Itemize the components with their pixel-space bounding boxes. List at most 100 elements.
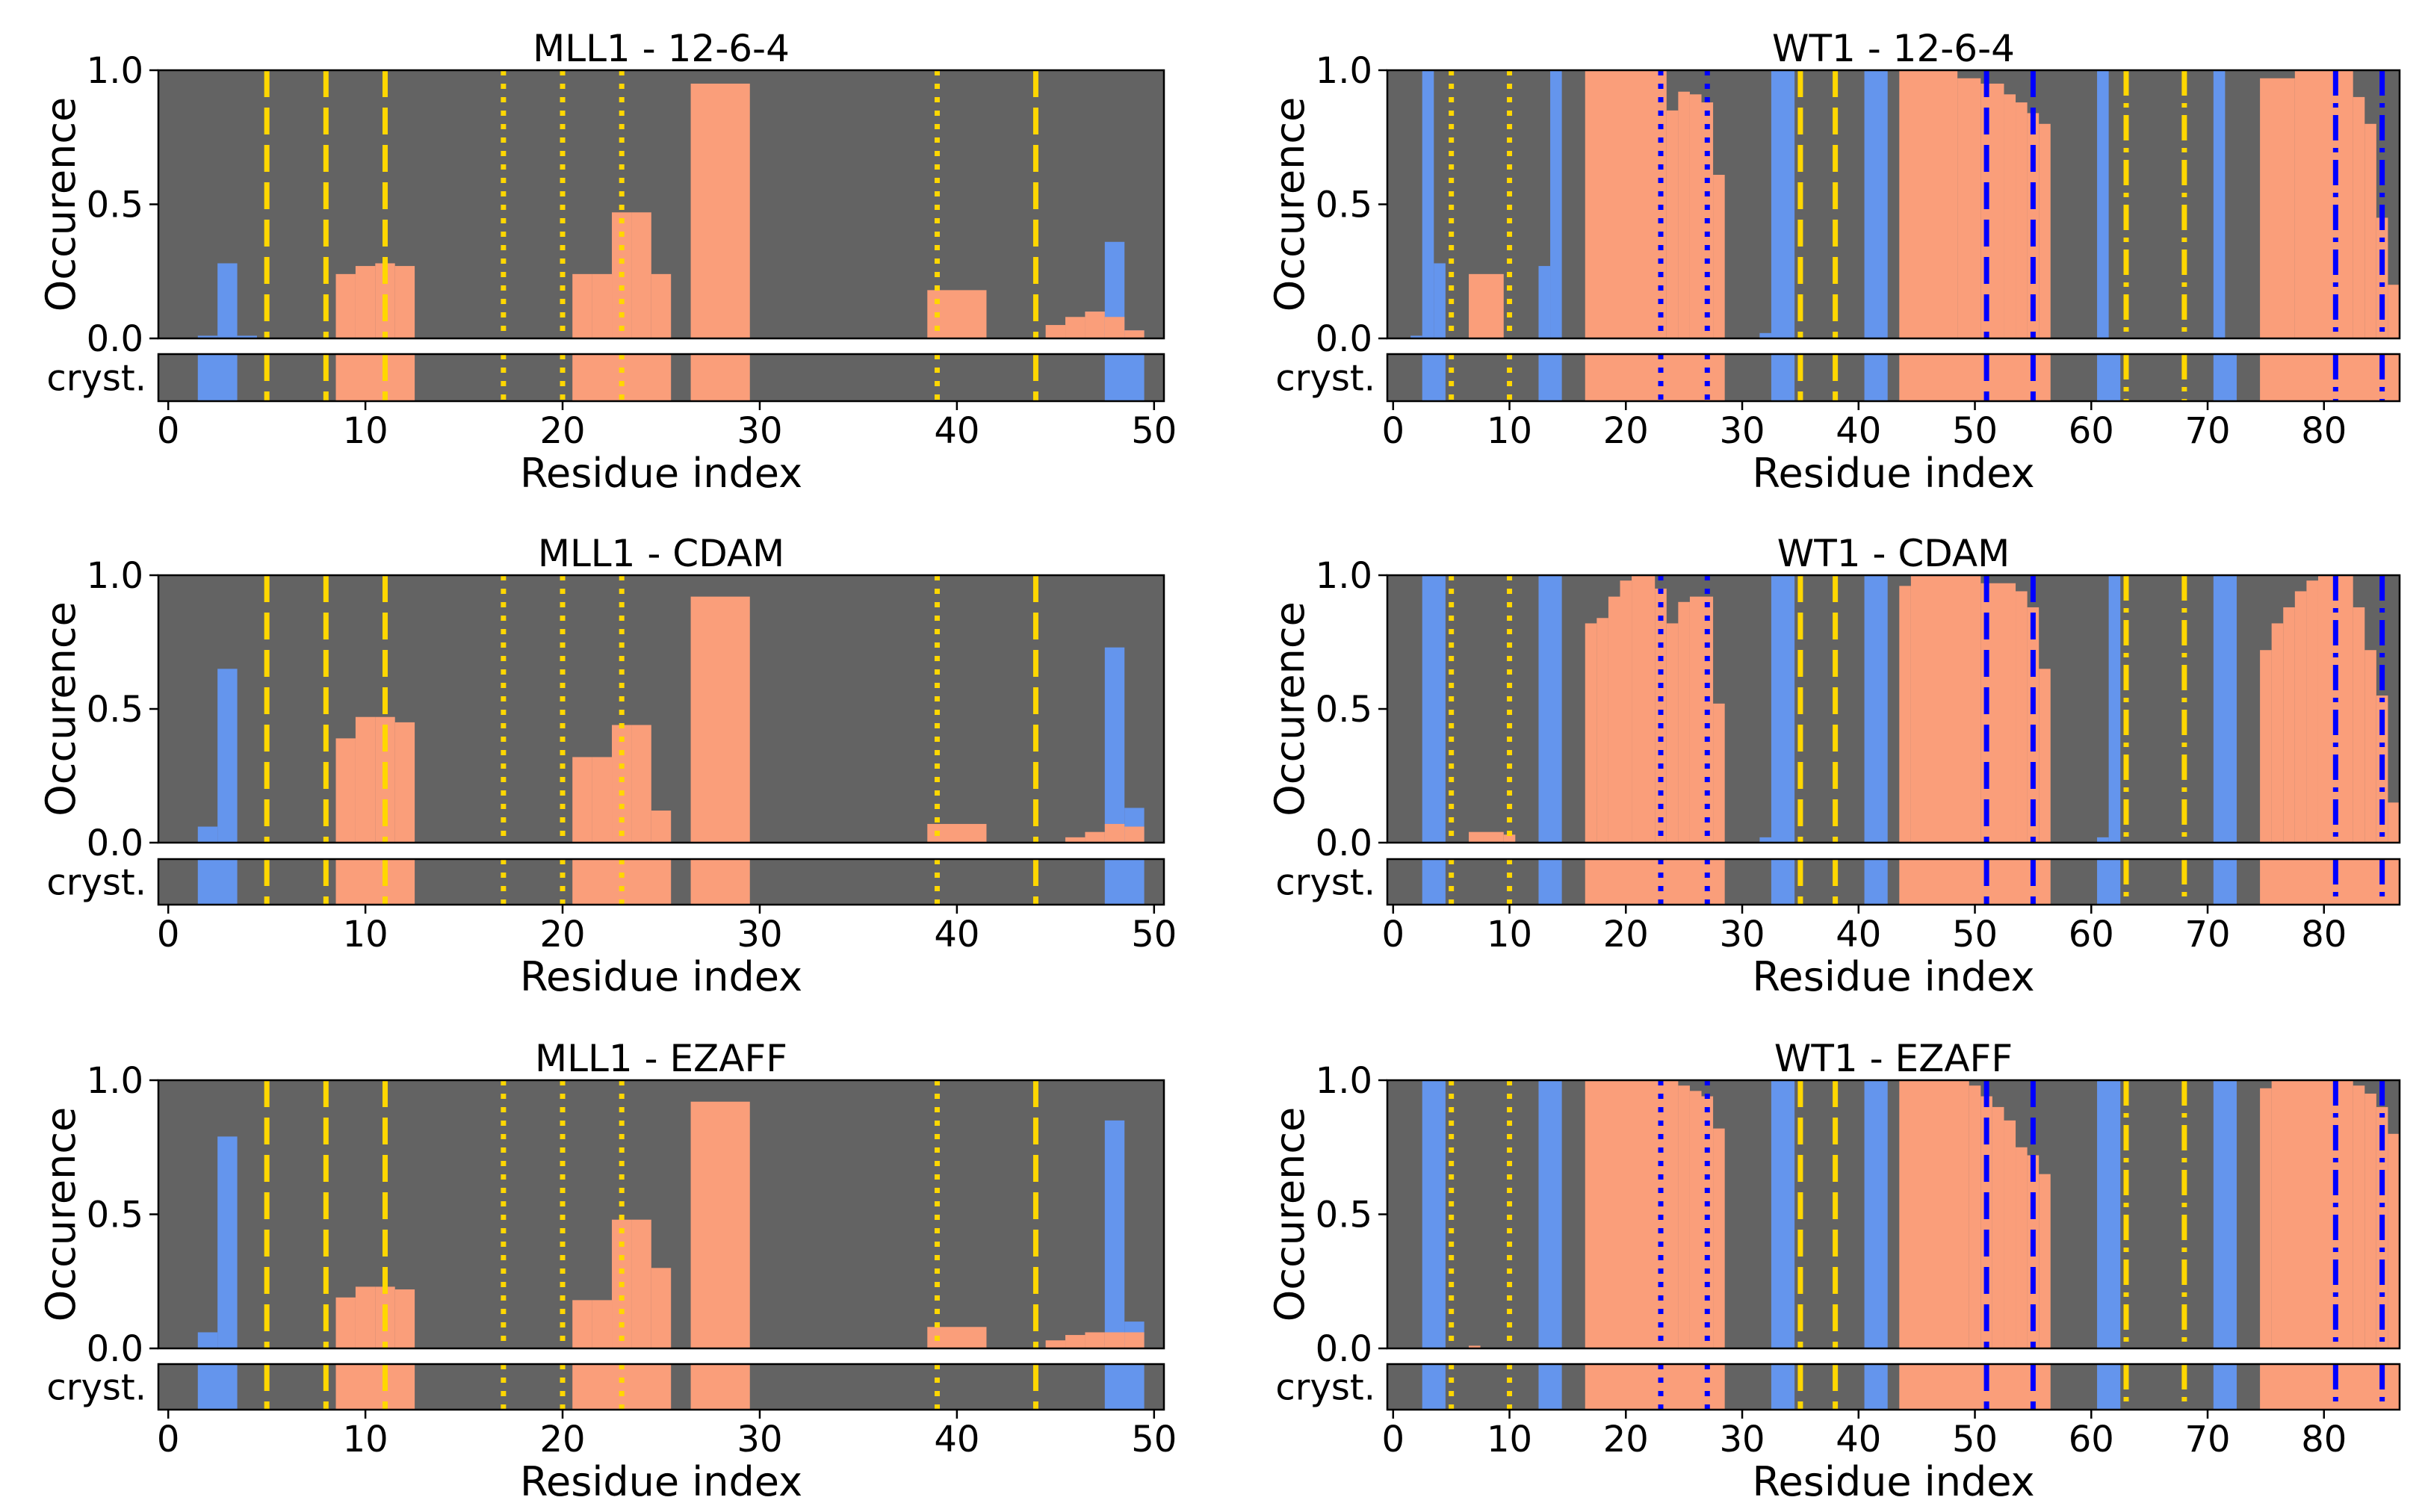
cryst-segment xyxy=(1864,859,1888,905)
helix-bar xyxy=(2260,650,2272,843)
helix-bar xyxy=(355,1286,376,1348)
cryst-frame xyxy=(1386,858,2401,906)
x-tick-label: 0 xyxy=(157,1419,180,1460)
x-tick-label: 60 xyxy=(2069,1419,2114,1460)
cryst-segment xyxy=(572,859,672,905)
x-axis-label: Residue index xyxy=(520,1458,802,1505)
helix-bar xyxy=(1085,312,1105,338)
y-tick-label: 1.0 xyxy=(87,555,143,597)
strand-bar xyxy=(1864,575,1888,843)
x-tick-label: 30 xyxy=(1719,410,1765,452)
helix-bar xyxy=(612,725,632,843)
chart-title: MLL1 - CDAM xyxy=(538,532,784,575)
x-tick-label: 50 xyxy=(1131,1419,1177,1460)
strand-bar xyxy=(1104,647,1125,843)
helix-bar xyxy=(2388,1133,2400,1348)
cryst-segment xyxy=(2097,1364,2121,1410)
x-tick-label: 40 xyxy=(934,1419,979,1460)
helix-bar xyxy=(1701,1096,1714,1348)
helix-bar xyxy=(1666,110,1679,338)
x-tick-label: 50 xyxy=(1952,410,1998,452)
strand-bar xyxy=(1864,70,1888,338)
x-tick-label: 10 xyxy=(1487,1419,1532,1460)
cryst-segment xyxy=(2260,859,2400,905)
helix-bar xyxy=(572,757,592,843)
helix-bar xyxy=(355,716,376,843)
helix-bar xyxy=(2388,802,2400,843)
cryst-segment xyxy=(1538,1364,1562,1410)
helix-bar xyxy=(1596,618,1608,843)
strand-bar xyxy=(2097,837,2109,843)
cryst-segment xyxy=(572,1364,672,1410)
x-tick-label: 40 xyxy=(934,914,979,955)
helix-bar xyxy=(1713,1128,1725,1348)
cryst-frame xyxy=(157,1363,1165,1411)
x-tick-label: 50 xyxy=(1131,914,1177,955)
y-axis-label: Occurence xyxy=(37,97,84,312)
x-tick-label: 20 xyxy=(540,410,586,452)
y-tick-label: 1.0 xyxy=(1316,555,1372,597)
helix-bar xyxy=(631,1219,651,1348)
helix-bar xyxy=(335,738,356,843)
strand-bar xyxy=(1422,70,1434,338)
helix-bar xyxy=(1469,1345,1481,1348)
x-tick-label: 0 xyxy=(157,914,180,955)
cryst-label: cryst. xyxy=(1275,862,1375,904)
cryst-segment xyxy=(1422,859,1446,905)
y-tick-label: 0.0 xyxy=(87,318,143,360)
x-axis-label: Residue index xyxy=(1752,450,2034,497)
y-tick-label: 0.5 xyxy=(1316,1195,1372,1236)
x-tick-label: 10 xyxy=(343,1419,388,1460)
helix-bar xyxy=(2317,575,2353,843)
strand-bar xyxy=(197,335,218,338)
cryst-segment xyxy=(1864,1364,1888,1410)
helix-bar xyxy=(2294,591,2307,843)
helix-bar xyxy=(2388,285,2400,338)
helix-bar xyxy=(1065,1335,1085,1348)
helix-bar xyxy=(1104,1332,1125,1348)
chart-title: MLL1 - EZAFF xyxy=(535,1037,787,1080)
helix-bar xyxy=(2016,591,2028,843)
strand-bar xyxy=(217,263,238,338)
x-tick-label: 80 xyxy=(2301,914,2347,955)
strand-bar xyxy=(217,669,238,843)
helix-bar xyxy=(1969,1085,1981,1348)
helix-bar xyxy=(2364,1093,2376,1348)
helix-bar xyxy=(1104,317,1125,338)
helix-bar xyxy=(1899,586,1911,843)
x-tick-label: 60 xyxy=(2069,914,2114,955)
helix-bar xyxy=(631,725,651,843)
y-tick-label: 1.0 xyxy=(87,1060,143,1102)
x-axis-label: Residue index xyxy=(520,953,802,1000)
helix-bar xyxy=(2039,1174,2051,1348)
helix-bar xyxy=(394,266,415,338)
cryst-segment xyxy=(1899,1364,2051,1410)
x-tick-label: 40 xyxy=(1836,410,1881,452)
helix-bar xyxy=(572,273,592,338)
helix-bar xyxy=(1085,831,1105,843)
x-tick-label: 30 xyxy=(1719,1419,1765,1460)
cryst-segment xyxy=(197,354,238,401)
strand-bar xyxy=(1538,1080,1562,1348)
helix-bar xyxy=(1124,1332,1145,1348)
helix-bar xyxy=(1632,575,1656,843)
strand-bar xyxy=(197,826,218,843)
strand-bar xyxy=(197,1332,218,1348)
strand-bar xyxy=(1771,1080,1795,1348)
helix-bar xyxy=(2283,607,2295,843)
cryst-segment xyxy=(1585,354,1725,401)
helix-bar xyxy=(1124,826,1145,843)
helix-bar xyxy=(394,722,415,843)
y-tick-label: 0.0 xyxy=(87,1328,143,1370)
strand-bar xyxy=(237,335,257,338)
helix-bar xyxy=(2353,1085,2365,1348)
helix-bar xyxy=(1910,575,1981,843)
strand-bar xyxy=(1864,1080,1888,1348)
strand-bar xyxy=(2097,70,2109,338)
cryst-segment xyxy=(1585,859,1725,905)
helix-bar xyxy=(1124,330,1145,338)
cryst-segment xyxy=(572,354,672,401)
